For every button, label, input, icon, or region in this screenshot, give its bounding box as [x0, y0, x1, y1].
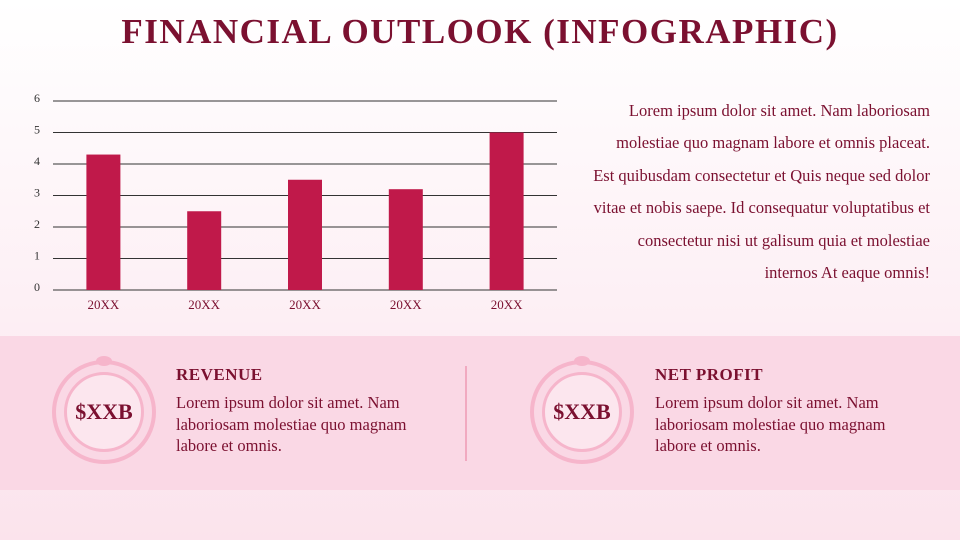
kpi-value: $XXB: [553, 399, 611, 424]
ring-dot: [96, 356, 112, 366]
card-text: Lorem ipsum dolor sit amet. Nam laborios…: [176, 393, 407, 455]
bar: [388, 189, 423, 290]
x-tick-label: 20XX: [491, 297, 523, 312]
y-tick-label: 4: [34, 154, 40, 168]
y-tick-label: 3: [34, 185, 40, 199]
x-tick-label: 20XX: [88, 297, 120, 312]
kpi-ring: $XXB: [52, 356, 156, 464]
y-tick-label: 6: [34, 91, 40, 105]
bar: [187, 211, 222, 290]
slide-title: FINANCIAL OUTLOOK (INFOGRAPHIC): [121, 12, 839, 51]
card-text: Lorem ipsum dolor sit amet. Nam laborios…: [655, 393, 886, 455]
chart: 0 1 2 3 4 5 6 20XX 20XX 20XX 20XX 20XX: [34, 91, 557, 312]
y-tick-label: 1: [34, 248, 40, 262]
x-tick-label: 20XX: [188, 297, 220, 312]
bar: [489, 132, 524, 290]
x-tick-label: 20XX: [289, 297, 321, 312]
kpi-ring-inner: [64, 372, 144, 452]
bar: [86, 154, 121, 290]
y-tick-label: 0: [34, 280, 40, 294]
kpi-ring-inner: [542, 372, 622, 452]
description: Lorem ipsum dolor sit amet. Nam laborios…: [593, 101, 930, 283]
x-tick-label: 20XX: [390, 297, 422, 312]
kpi-band: [0, 336, 960, 490]
kpi-value: $XXB: [75, 399, 133, 424]
bar: [288, 179, 322, 290]
y-tick-label: 5: [34, 122, 40, 136]
divider: [465, 366, 467, 461]
ring-dot: [574, 356, 590, 366]
kpi-ring: $XXB: [530, 356, 634, 464]
card-heading: NET PROFIT: [655, 365, 764, 384]
card-heading: REVENUE: [176, 365, 263, 384]
y-tick-label: 2: [34, 217, 40, 231]
